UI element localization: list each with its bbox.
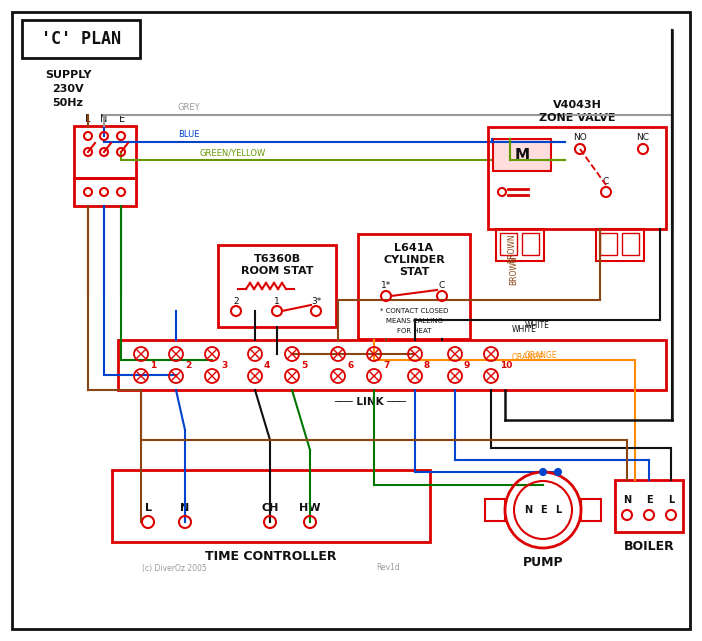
Text: 1*: 1*	[381, 281, 391, 290]
Text: SUPPLY: SUPPLY	[45, 70, 91, 80]
Bar	[74, 178, 136, 206]
Text: BOILER: BOILER	[623, 540, 675, 553]
Text: L: L	[668, 495, 674, 505]
Text: 9: 9	[464, 360, 470, 369]
Bar	[118, 340, 666, 390]
Text: C: C	[603, 178, 609, 187]
Text: N: N	[180, 503, 190, 513]
Text: GREEN/YELLOW: GREEN/YELLOW	[200, 148, 266, 157]
Text: MEANS CALLING: MEANS CALLING	[385, 318, 442, 324]
Text: 3: 3	[221, 360, 227, 369]
Bar	[74, 126, 136, 178]
Text: 'C' PLAN: 'C' PLAN	[41, 30, 121, 48]
Text: FOR HEAT: FOR HEAT	[397, 328, 431, 334]
Text: C: C	[439, 281, 445, 290]
Text: L: L	[85, 114, 91, 124]
Text: ZONE VALVE: ZONE VALVE	[538, 113, 615, 123]
Text: 50Hz: 50Hz	[53, 98, 84, 108]
Text: 1: 1	[274, 297, 280, 306]
Text: PUMP: PUMP	[523, 556, 563, 569]
Text: M: M	[515, 147, 529, 163]
Text: BROWN: BROWN	[510, 255, 519, 285]
Text: V4043H: V4043H	[552, 100, 602, 110]
Text: ─── LINK ───: ─── LINK ───	[334, 397, 406, 407]
Text: (c) DiverOz 2005: (c) DiverOz 2005	[142, 563, 207, 572]
Text: 5: 5	[301, 360, 307, 369]
Bar	[496, 229, 544, 261]
Text: 6: 6	[347, 360, 353, 369]
Text: E: E	[540, 505, 546, 515]
Text: 2: 2	[233, 297, 239, 306]
Text: E: E	[119, 114, 125, 124]
Text: 2: 2	[185, 360, 191, 369]
Text: N: N	[100, 114, 107, 124]
Text: 7: 7	[383, 360, 390, 369]
Text: L: L	[145, 503, 152, 513]
Text: 4: 4	[264, 360, 270, 369]
Text: L: L	[555, 505, 561, 515]
Text: N: N	[524, 505, 532, 515]
Bar	[493, 139, 551, 171]
Text: HW: HW	[299, 503, 321, 513]
Text: TIME CONTROLLER: TIME CONTROLLER	[205, 549, 337, 563]
Bar	[522, 233, 539, 255]
Text: ROOM STAT: ROOM STAT	[241, 266, 313, 276]
Text: 10: 10	[500, 360, 512, 369]
Text: WHITE: WHITE	[525, 320, 550, 329]
Text: Rev1d: Rev1d	[376, 563, 400, 572]
Bar	[112, 470, 430, 542]
Text: CYLINDER: CYLINDER	[383, 255, 445, 265]
Bar	[615, 480, 683, 532]
Bar	[22, 20, 140, 58]
Bar	[500, 233, 517, 255]
Circle shape	[555, 469, 561, 475]
Text: T6360B: T6360B	[253, 254, 300, 264]
Text: 8: 8	[424, 360, 430, 369]
Text: WHITE: WHITE	[512, 326, 537, 335]
Bar	[358, 234, 470, 339]
Text: L641A: L641A	[395, 243, 434, 253]
Bar	[488, 127, 666, 229]
Bar	[596, 229, 644, 261]
Text: CH: CH	[261, 503, 279, 513]
Bar	[600, 233, 617, 255]
Text: 230V: 230V	[52, 84, 84, 94]
Text: 3*: 3*	[311, 297, 321, 306]
Bar	[485, 499, 505, 521]
Text: * CONTACT CLOSED: * CONTACT CLOSED	[380, 308, 448, 314]
Text: NC: NC	[637, 133, 649, 142]
Bar	[622, 233, 639, 255]
Text: 1: 1	[150, 360, 157, 369]
Text: BROWN: BROWN	[508, 233, 517, 263]
Circle shape	[540, 469, 546, 475]
Bar	[218, 245, 336, 327]
Text: ORANGE: ORANGE	[512, 353, 545, 363]
Text: N: N	[623, 495, 631, 505]
Text: GREY: GREY	[178, 103, 201, 112]
Text: BLUE: BLUE	[178, 130, 199, 139]
Text: STAT: STAT	[399, 267, 429, 277]
Text: NO: NO	[573, 133, 587, 142]
Text: E: E	[646, 495, 652, 505]
Bar	[581, 499, 601, 521]
Text: ORANGE: ORANGE	[525, 351, 557, 360]
